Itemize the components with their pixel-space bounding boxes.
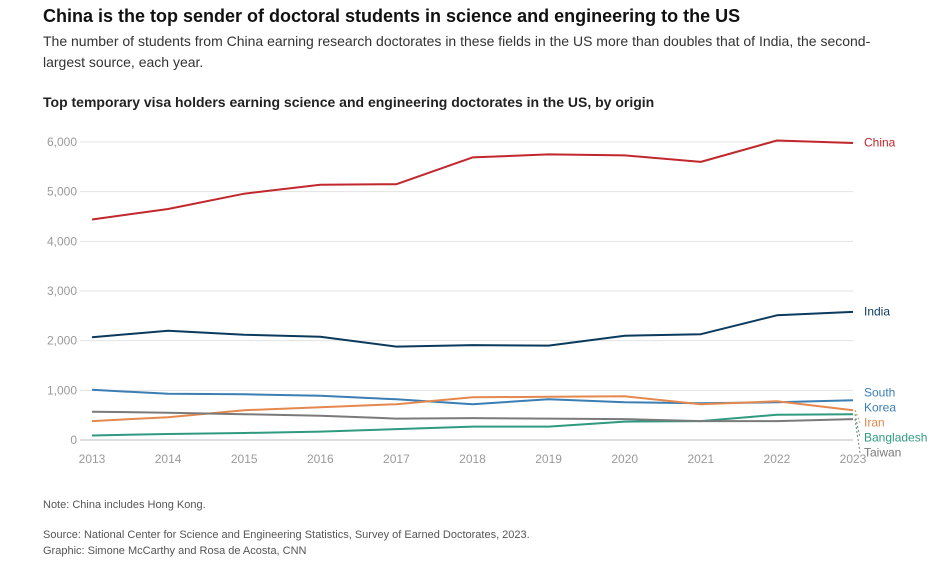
chart-title: Top temporary visa holders earning scien… <box>43 94 655 110</box>
series-line-india <box>91 310 854 348</box>
series-line-iran <box>91 395 854 423</box>
series-label-india: India <box>864 304 890 318</box>
axis-tick-labels: 0 1,000 2,000 3,000 4,000 5,000 6,000 2013 2014 2… <box>47 135 867 466</box>
x-tick-label: 2023 <box>840 452 867 466</box>
label-leader <box>854 414 861 438</box>
x-tick-label: 2020 <box>611 452 638 466</box>
chart-note: Note: China includes Hong Kong. <box>43 499 206 511</box>
series-label-iran: Iran <box>864 415 885 429</box>
y-tick-label: 2,000 <box>47 334 77 348</box>
series-label-south-korea: South Korea <box>864 385 896 414</box>
label-leader-lines <box>854 410 861 453</box>
label-leader <box>854 419 861 453</box>
x-tick-label: 2017 <box>383 452 410 466</box>
gridlines <box>80 141 853 441</box>
x-tick-label: 2013 <box>79 452 106 466</box>
chart-credit: Graphic: Simone McCarthy and Rosa de Aco… <box>43 545 307 557</box>
x-tick-label: 2015 <box>231 452 258 466</box>
x-tick-label: 2018 <box>459 452 486 466</box>
series-label-china: China <box>864 135 896 149</box>
chart-source: Source: National Center for Science and … <box>43 529 530 541</box>
y-tick-label: 6,000 <box>47 135 77 149</box>
y-tick-label: 5,000 <box>47 185 77 199</box>
chart-description: The number of students from China earnin… <box>43 33 871 70</box>
series-label-bangladesh: Bangladesh <box>864 430 927 444</box>
series-line-taiwan <box>91 410 854 423</box>
series-lines <box>91 139 854 437</box>
series-line-china <box>91 139 854 221</box>
y-tick-label: 1,000 <box>47 383 77 397</box>
y-tick-label: 3,000 <box>47 284 77 298</box>
x-tick-label: 2022 <box>764 452 791 466</box>
series-label-taiwan: Taiwan <box>864 445 901 459</box>
x-tick-label: 2016 <box>307 452 334 466</box>
x-tick-label: 2019 <box>535 452 562 466</box>
x-tick-label: 2021 <box>687 452 714 466</box>
y-tick-label: 0 <box>70 433 77 447</box>
y-tick-label: 4,000 <box>47 234 77 248</box>
x-tick-label: 2014 <box>155 452 182 466</box>
chart-headline: China is the top sender of doctoral stud… <box>43 6 741 26</box>
series-line-bangladesh <box>91 413 854 437</box>
